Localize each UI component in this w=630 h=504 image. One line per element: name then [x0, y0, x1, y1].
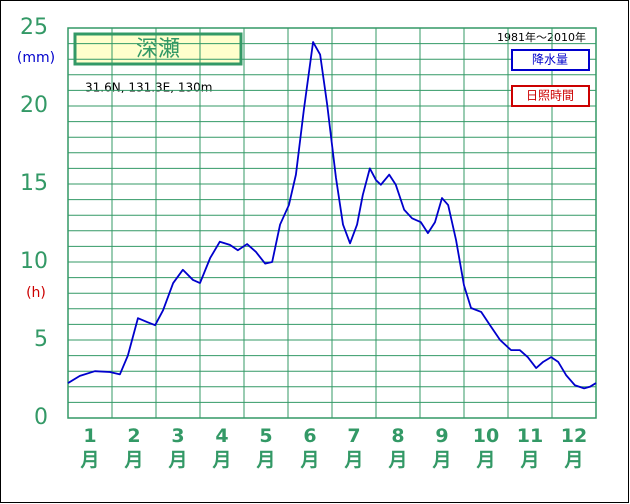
- period: 1981年〜2010年: [497, 30, 586, 44]
- y-tick-label: 20: [20, 93, 48, 118]
- subtitle: 31.6N, 131.3E, 130m: [85, 81, 212, 95]
- chart-title: 深瀬: [136, 37, 180, 62]
- legend-label: 日照時間: [526, 89, 574, 103]
- x-tick-label: 10 月: [473, 425, 499, 471]
- x-tick-label: 11 月: [517, 425, 543, 471]
- legend-box: [511, 85, 590, 107]
- y-tick-label: 5: [34, 327, 48, 352]
- y-tick-label: 25: [20, 15, 48, 40]
- y-unit-label: (mm): [17, 50, 55, 66]
- data-line: [67, 41, 597, 390]
- y-tick-label: 0: [34, 405, 48, 430]
- y-tick-label: 15: [20, 171, 48, 196]
- plot-border: [67, 27, 597, 419]
- y-tick-label: 10: [20, 249, 48, 274]
- legend-label: 降水量: [532, 53, 568, 67]
- legend-box: [511, 49, 590, 71]
- x-tick-label: 12 月: [561, 425, 587, 471]
- y-unit-label: (h): [26, 285, 46, 301]
